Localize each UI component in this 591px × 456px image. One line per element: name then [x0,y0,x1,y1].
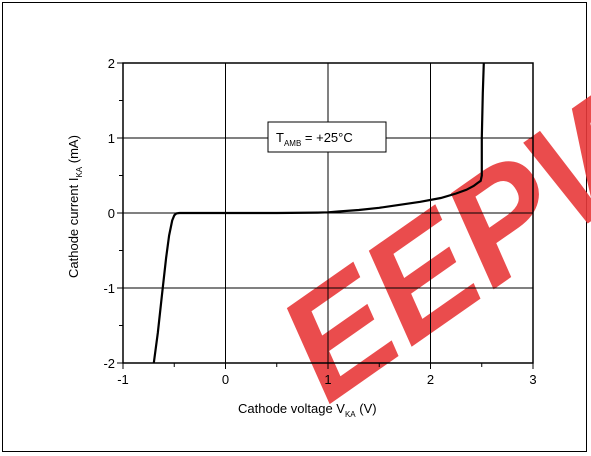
annotation-text: TAMB = +25°C [276,130,353,148]
temperature-annotation: TAMB = +25°C [267,121,387,153]
y-tick-label: -2 [103,356,115,371]
y-tick-label: 2 [108,56,115,71]
x-tick-label: 1 [324,372,331,387]
y-tick-labels: -2 -1 0 1 2 [103,56,115,371]
x-tick-label: 3 [529,372,536,387]
plot-area-border [122,62,534,364]
x-tick-label: -1 [117,372,129,387]
y-axis-label: Cathode current IKA (mA) [66,135,84,278]
x-tick-label: 0 [222,372,229,387]
annotation-box [267,121,387,153]
x-axis-label: Cathode voltage VKA (V) [238,401,377,419]
y-tick-label: 1 [108,131,115,146]
x-tick-label: 2 [427,372,434,387]
x-tick-labels: -1 0 1 2 3 [117,372,536,387]
watermark-logo: EEPW [250,34,591,432]
chart-frame [2,2,587,452]
series-line [152,62,485,364]
y-tick-label: -1 [103,281,115,296]
watermark-text: EEPW [250,34,591,432]
y-tick-label: 0 [108,206,115,221]
